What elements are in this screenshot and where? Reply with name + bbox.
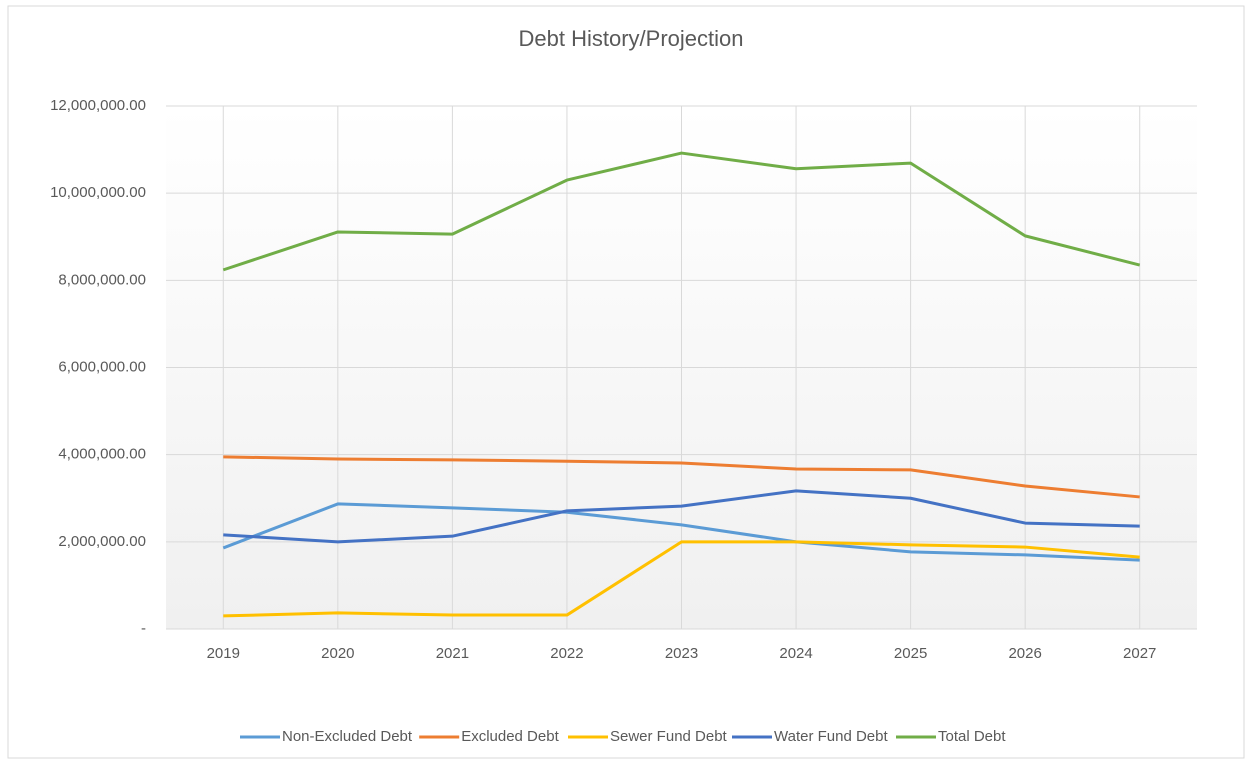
- y-tick-label: 12,000,000.00: [50, 97, 146, 114]
- x-tick-label: 2023: [665, 645, 698, 662]
- x-tick-label: 2024: [779, 645, 812, 662]
- line-series: [223, 540, 1140, 618]
- x-tick-label: 2019: [207, 645, 240, 662]
- y-tick-label: 4,000,000.00: [58, 446, 146, 463]
- y-tick-label: 2,000,000.00: [58, 533, 146, 550]
- line-series: [223, 489, 1140, 544]
- legend-label: Total Debt: [938, 728, 1006, 745]
- y-tick-label: -: [141, 620, 146, 637]
- line-series: [222, 151, 1141, 272]
- y-tick-label: 8,000,000.00: [58, 271, 146, 288]
- x-tick-label: 2027: [1123, 645, 1156, 662]
- x-tick-label: 2026: [1008, 645, 1041, 662]
- x-tick-label: 2021: [436, 645, 469, 662]
- legend-label: Water Fund Debt: [774, 728, 888, 745]
- legend-label: Sewer Fund Debt: [610, 728, 728, 745]
- x-tick-label: 2020: [321, 645, 354, 662]
- legend-label: Excluded Debt: [461, 728, 559, 745]
- legend-label: Non-Excluded Debt: [282, 728, 413, 745]
- chart-title: Debt History/Projection: [519, 26, 744, 51]
- y-tick-label: 6,000,000.00: [58, 358, 146, 375]
- y-tick-label: 10,000,000.00: [50, 184, 146, 201]
- line-series: [222, 502, 1140, 562]
- line-series: [223, 455, 1140, 499]
- x-tick-label: 2025: [894, 645, 927, 662]
- x-tick-label: 2022: [550, 645, 583, 662]
